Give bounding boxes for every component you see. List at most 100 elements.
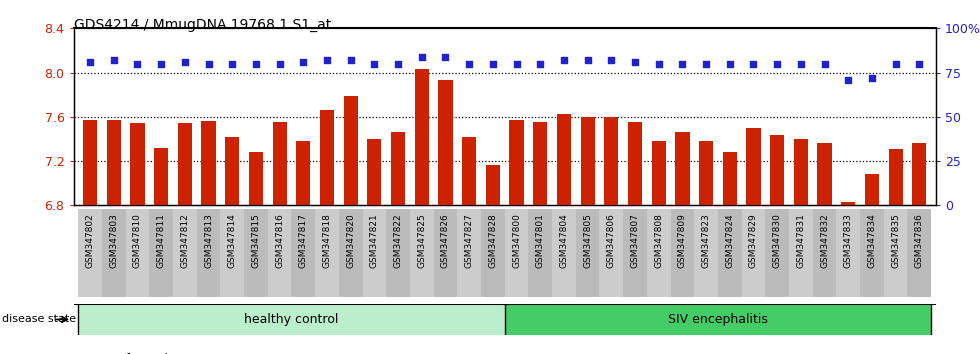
Text: GSM347812: GSM347812 <box>180 213 189 268</box>
Point <box>769 61 785 67</box>
Bar <box>83 120 97 205</box>
Bar <box>486 165 500 205</box>
Text: GSM347823: GSM347823 <box>702 213 710 268</box>
Point <box>177 59 193 65</box>
Bar <box>747 128 760 205</box>
Bar <box>605 117 618 205</box>
Bar <box>675 132 690 205</box>
Bar <box>368 139 381 205</box>
Bar <box>415 69 429 205</box>
Bar <box>580 117 595 205</box>
Bar <box>391 132 405 205</box>
Bar <box>462 137 476 205</box>
Bar <box>344 96 358 205</box>
Bar <box>694 209 718 297</box>
Text: GSM347814: GSM347814 <box>227 213 237 268</box>
Text: GSM347808: GSM347808 <box>655 213 663 268</box>
Text: GSM347800: GSM347800 <box>512 213 521 268</box>
Text: GSM347834: GSM347834 <box>867 213 876 268</box>
Point <box>296 59 312 65</box>
Point <box>604 57 619 63</box>
Point <box>319 57 335 63</box>
Bar <box>623 209 647 297</box>
Bar <box>841 202 856 205</box>
Text: GSM347802: GSM347802 <box>85 213 95 268</box>
Point <box>556 57 571 63</box>
Point <box>746 61 761 67</box>
Point <box>367 61 382 67</box>
Bar <box>836 209 860 297</box>
Bar <box>363 209 386 297</box>
Point <box>888 61 904 67</box>
Point <box>153 61 169 67</box>
Bar <box>78 304 505 335</box>
Text: GSM347828: GSM347828 <box>488 213 498 268</box>
Bar <box>647 209 670 297</box>
Bar <box>458 209 481 297</box>
Bar <box>220 209 244 297</box>
Point <box>816 61 832 67</box>
Point <box>793 61 808 67</box>
Bar <box>272 122 287 205</box>
Bar <box>864 174 879 205</box>
Bar <box>78 209 102 297</box>
Bar <box>225 137 239 205</box>
Bar <box>860 209 884 297</box>
Point <box>485 61 501 67</box>
Bar <box>652 141 665 205</box>
Text: GSM347810: GSM347810 <box>133 213 142 268</box>
Text: GSM347806: GSM347806 <box>607 213 615 268</box>
Text: GSM347803: GSM347803 <box>110 213 119 268</box>
Bar <box>670 209 694 297</box>
Bar <box>244 209 268 297</box>
Bar <box>177 124 192 205</box>
Bar <box>889 149 903 205</box>
Point <box>414 54 429 59</box>
Text: GSM347832: GSM347832 <box>820 213 829 268</box>
Point <box>864 75 880 81</box>
Bar <box>510 120 523 205</box>
Bar <box>533 122 548 205</box>
Bar <box>884 209 907 297</box>
Bar <box>319 110 334 205</box>
Point <box>248 61 264 67</box>
Text: SIV encephalitis: SIV encephalitis <box>668 313 768 326</box>
Bar <box>552 209 576 297</box>
Bar <box>722 152 737 205</box>
Bar <box>202 121 216 205</box>
Point <box>627 59 643 65</box>
Bar <box>628 122 642 205</box>
Point <box>129 61 145 67</box>
Bar <box>789 209 812 297</box>
Bar <box>600 209 623 297</box>
Point <box>462 61 477 67</box>
Point <box>82 59 98 65</box>
Bar <box>433 209 458 297</box>
Bar <box>130 124 145 205</box>
Point <box>201 61 217 67</box>
Bar <box>386 209 410 297</box>
Point <box>674 61 690 67</box>
Bar <box>410 209 433 297</box>
Text: ■: ■ <box>74 353 85 354</box>
Text: disease state: disease state <box>2 314 76 325</box>
Bar <box>505 304 931 335</box>
Bar <box>149 209 173 297</box>
Bar <box>481 209 505 297</box>
Bar <box>765 209 789 297</box>
Text: GSM347822: GSM347822 <box>394 213 403 268</box>
Point <box>580 57 596 63</box>
Text: GSM347809: GSM347809 <box>678 213 687 268</box>
Bar <box>291 209 316 297</box>
Text: GSM347836: GSM347836 <box>914 213 924 268</box>
Bar <box>718 209 742 297</box>
Text: GSM347816: GSM347816 <box>275 213 284 268</box>
Text: GSM347804: GSM347804 <box>560 213 568 268</box>
Bar <box>296 141 311 205</box>
Bar <box>576 209 600 297</box>
Text: healthy control: healthy control <box>244 313 339 326</box>
Text: GSM347833: GSM347833 <box>844 213 853 268</box>
Bar <box>249 152 263 205</box>
Point <box>271 61 287 67</box>
Text: GSM347835: GSM347835 <box>891 213 900 268</box>
